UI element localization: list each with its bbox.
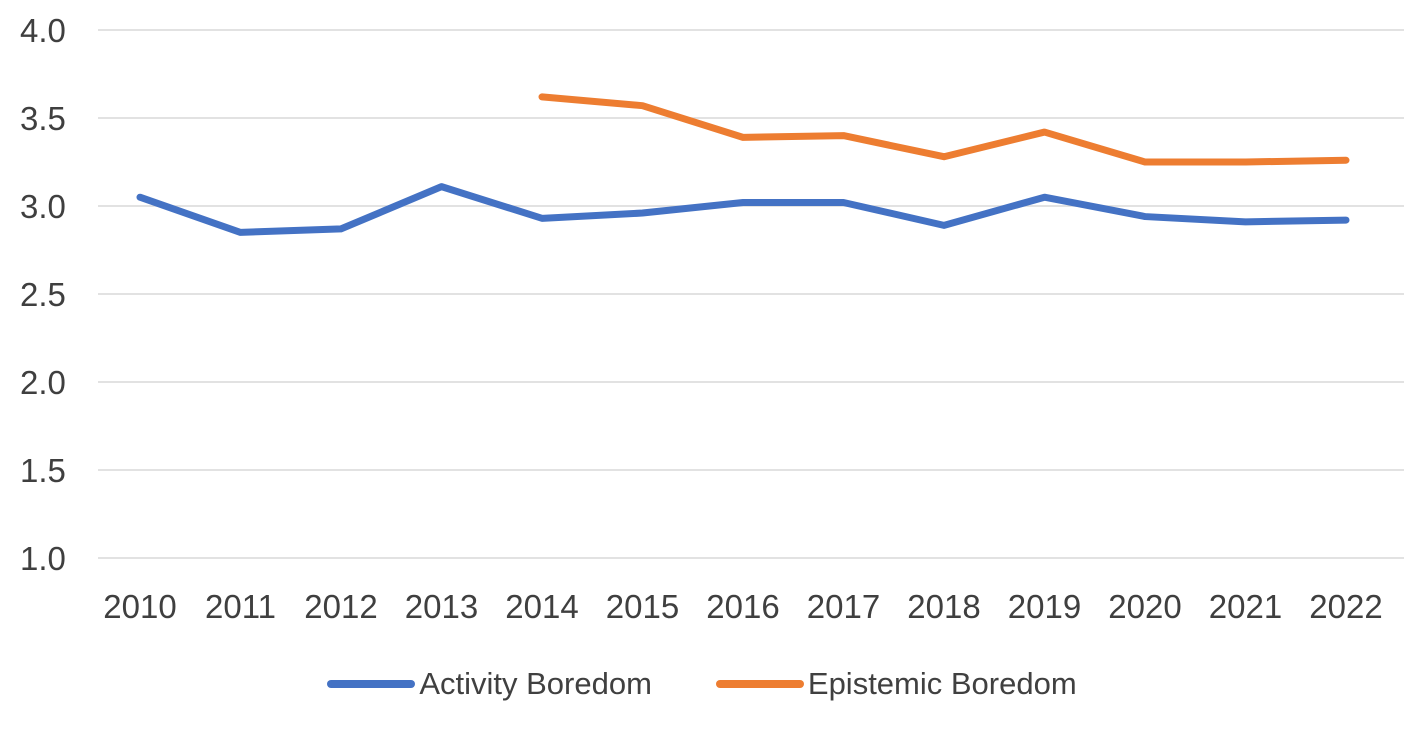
legend-item-activity-boredom: Activity Boredom [327, 668, 652, 699]
series-line-epistemic-boredom [538, 93, 1350, 166]
x-tick-label: 2013 [405, 588, 478, 625]
epistemic-boredom-line-swatch [715, 679, 804, 688]
y-tick-label: 4.0 [20, 12, 66, 49]
x-tick-label: 2022 [1309, 588, 1382, 625]
y-tick-label: 1.5 [20, 452, 66, 489]
x-tick-label: 2019 [1008, 588, 1081, 625]
y-tick-label: 3.0 [20, 188, 66, 225]
x-tick-label: 2021 [1209, 588, 1282, 625]
y-tick-label: 3.5 [20, 100, 66, 137]
legend-item-epistemic-boredom: Epistemic Boredom [715, 666, 1077, 701]
x-tick-label: 2017 [807, 588, 880, 625]
chart-legend: Activity Boredom Epistemic Boredom [0, 668, 1404, 699]
y-tick-label: 2.5 [20, 276, 66, 313]
y-tick-label: 2.0 [20, 364, 66, 401]
x-tick-label: 2012 [304, 588, 377, 625]
x-tick-label: 2014 [505, 588, 578, 625]
x-tick-label: 2015 [606, 588, 679, 625]
x-tick-label: 2018 [907, 588, 980, 625]
legend-label-activity-boredom: Activity Boredom [419, 666, 652, 701]
series-line-activity-boredom [136, 183, 1350, 236]
y-tick-label: 1.0 [20, 540, 66, 577]
x-tick-label: 2020 [1108, 588, 1181, 625]
x-tick-label: 2010 [103, 588, 176, 625]
x-tick-label: 2016 [706, 588, 779, 625]
activity-boredom-line-swatch [327, 679, 416, 688]
x-tick-label: 2011 [205, 588, 276, 625]
legend-label-epistemic-boredom: Epistemic Boredom [807, 666, 1077, 701]
